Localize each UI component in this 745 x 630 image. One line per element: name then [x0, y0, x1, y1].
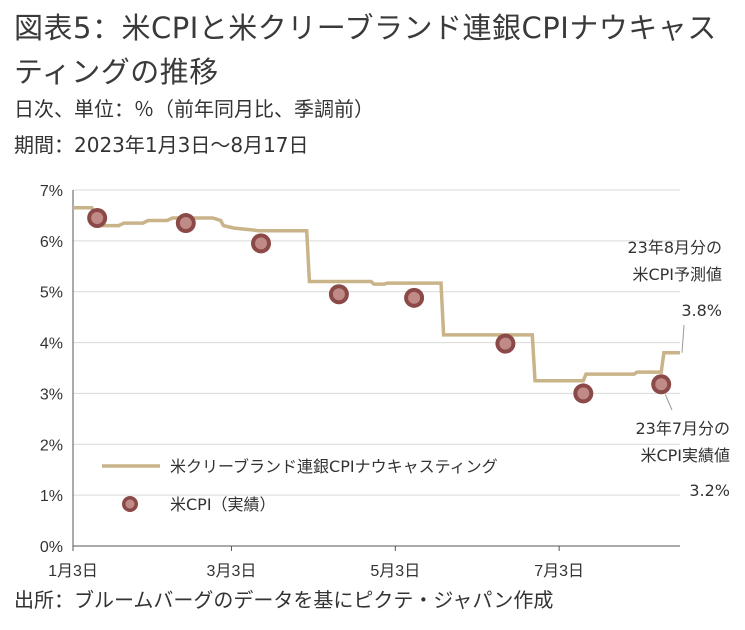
annotation-actual-text: 3.2% [689, 481, 730, 500]
cpi-marker-inner [577, 387, 590, 400]
y-tick-label: 1% [40, 488, 63, 505]
gridlines [73, 189, 680, 496]
legend-label-nowcast: 米クリーブランド連銀CPIナウキャスティング [170, 457, 498, 476]
y-tick-label: 5% [40, 285, 63, 302]
y-tick-label: 4% [40, 336, 63, 353]
annotation-forecast-text: 23年8月分の [627, 238, 722, 257]
x-tick-label: 5月3日 [370, 563, 420, 580]
chart-subtitle-period: 期間：2023年1月3日～8月17日 [14, 133, 309, 157]
annotation-forecast-text: 3.8% [681, 301, 722, 320]
cpi-markers [87, 207, 672, 404]
axes: 0% 1% 2% 3% 4% 5% 6% 7% 1月3日 3月3日 5月3日 7月3日 [40, 183, 680, 580]
x-tick-label: 7月3日 [534, 563, 584, 580]
chart-title: 図表5：米CPIと米クリーブランド連銀CPIナウキャスティングの推移 [14, 11, 717, 89]
cpi-marker-inner [408, 291, 421, 304]
annotation-actual-leader [664, 394, 673, 411]
y-tick-label: 2% [40, 437, 63, 454]
cpi-marker-inner [499, 337, 512, 350]
y-tick-label: 6% [40, 234, 63, 251]
cpi-marker-inner [655, 378, 668, 391]
x-tick-label: 3月3日 [207, 563, 257, 580]
annotation-actual-text: 23年7月分の [635, 419, 730, 438]
annotation-actual-text: 米CPI実績値 [640, 446, 730, 465]
y-tick-label: 0% [40, 539, 63, 556]
y-tick-label: 7% [40, 183, 63, 200]
annotation-forecast-leader [681, 324, 685, 353]
legend-label-cpi: 米CPI（実績） [170, 495, 276, 514]
cpi-marker-inner [91, 211, 104, 224]
annotation-forecast-text: 米CPI予測値 [632, 265, 722, 284]
x-tick-label: 1月3日 [48, 563, 98, 580]
y-tick-label: 3% [40, 386, 63, 403]
source-note: 出所：ブルームバーグのデータを基にピクテ・ジャパン作成 [14, 588, 554, 612]
cpi-marker-inner [179, 217, 192, 230]
legend-marker-inner [125, 499, 135, 509]
chart-subtitle-units: 日次、単位：％（前年同月比、季調前） [14, 97, 374, 121]
series [73, 206, 680, 383]
cpi-marker-inner [332, 288, 345, 301]
cpi-marker-inner [255, 237, 268, 250]
nowcast-step-line [73, 206, 680, 383]
